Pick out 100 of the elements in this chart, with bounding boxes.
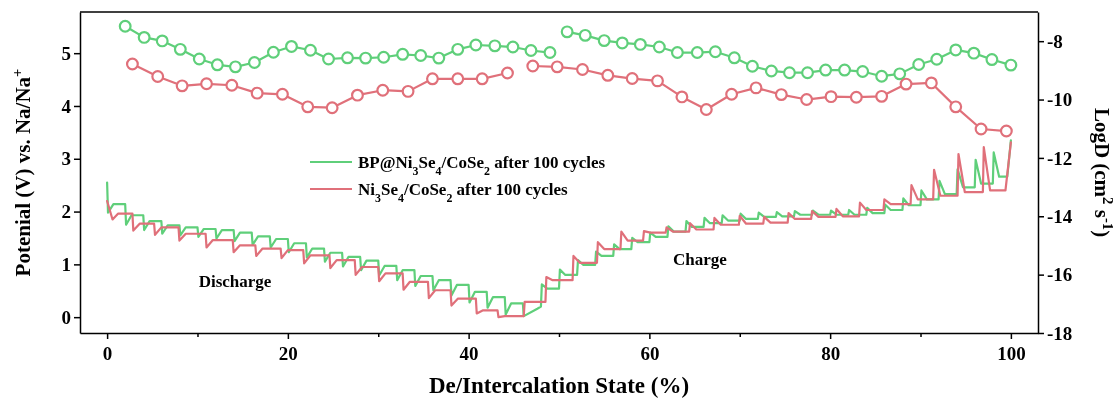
point xyxy=(893,67,907,81)
point xyxy=(229,60,242,74)
point xyxy=(506,40,520,54)
point xyxy=(151,70,165,83)
point xyxy=(949,100,963,114)
point xyxy=(475,72,489,86)
y-tick-label: 1 xyxy=(61,253,71,275)
annotation: Discharge xyxy=(198,272,272,291)
point xyxy=(225,78,239,92)
point xyxy=(727,51,741,65)
point xyxy=(432,51,446,65)
x-tick-label: 0 xyxy=(102,343,113,365)
point xyxy=(949,43,963,57)
point xyxy=(633,37,647,51)
point xyxy=(469,38,483,52)
point xyxy=(155,34,169,48)
y2-tick-label: -16 xyxy=(1047,264,1073,286)
point xyxy=(725,87,739,101)
point xyxy=(118,19,132,33)
point xyxy=(912,58,926,71)
point xyxy=(615,36,629,50)
point xyxy=(351,88,364,102)
x-tick-label: 60 xyxy=(640,343,660,365)
x-tick-label: 80 xyxy=(821,343,841,365)
point xyxy=(708,45,722,59)
point xyxy=(301,100,315,114)
point xyxy=(849,90,863,104)
point xyxy=(801,66,814,80)
point xyxy=(125,57,139,71)
point xyxy=(651,74,664,88)
point xyxy=(819,63,833,77)
point xyxy=(285,39,298,53)
y-tick-label: 0 xyxy=(61,306,71,328)
point xyxy=(838,63,852,77)
point xyxy=(401,84,415,98)
y2-tick-label: -14 xyxy=(1047,205,1073,227)
point xyxy=(304,43,317,57)
y2-tick-label: -8 xyxy=(1047,30,1063,52)
point xyxy=(875,69,889,83)
x-tick-label: 20 xyxy=(278,343,298,365)
point xyxy=(774,88,788,102)
y-tick-label: 4 xyxy=(61,95,72,117)
legend-label: BP@Ni$_{3}$Se$_{4}$/CoSe$_{2}$ after 100 cycles xyxy=(358,153,606,178)
point xyxy=(690,46,704,59)
x-tick-label: 40 xyxy=(459,343,479,365)
point xyxy=(578,28,592,42)
point xyxy=(192,52,206,66)
point xyxy=(974,122,988,136)
point xyxy=(488,39,502,53)
point xyxy=(824,90,838,104)
point xyxy=(576,63,589,76)
y2-tick-label: -18 xyxy=(1047,322,1073,344)
point xyxy=(1004,58,1018,72)
point xyxy=(560,25,574,39)
point xyxy=(451,72,465,86)
point xyxy=(675,90,689,104)
point xyxy=(924,76,938,90)
point xyxy=(764,64,778,78)
point xyxy=(652,40,666,54)
y-tick-label: 3 xyxy=(61,148,71,170)
point xyxy=(526,59,540,73)
point xyxy=(875,89,889,103)
point xyxy=(377,50,391,64)
legend-label: Ni$_{3}$Se$_{4}$/CoSe$_{2}$ after 100 cycles xyxy=(358,180,569,205)
point xyxy=(200,77,213,91)
point xyxy=(275,87,289,101)
point xyxy=(250,86,264,100)
point xyxy=(670,46,684,59)
point xyxy=(745,59,759,73)
y-tick-label: 2 xyxy=(61,201,71,223)
point xyxy=(426,72,439,86)
point xyxy=(543,46,557,59)
point xyxy=(999,124,1013,138)
point xyxy=(414,49,428,62)
point xyxy=(524,44,538,57)
point xyxy=(985,53,999,67)
point xyxy=(247,56,261,69)
point xyxy=(322,52,335,66)
y2-tick-label: -12 xyxy=(1047,147,1073,169)
point xyxy=(749,81,763,95)
point xyxy=(899,77,913,91)
y-tick-label: 5 xyxy=(61,42,71,64)
point xyxy=(930,52,944,66)
point xyxy=(359,51,373,65)
y2-tick-label: -10 xyxy=(1047,89,1073,111)
x-axis-title: De/Intercalation State (%) xyxy=(428,373,690,398)
point xyxy=(800,93,814,106)
point xyxy=(451,42,465,56)
annotation: Charge xyxy=(673,250,728,269)
point xyxy=(137,30,151,44)
point xyxy=(376,83,390,97)
x-tick-label: 100 xyxy=(997,343,1026,365)
point xyxy=(550,60,564,74)
point xyxy=(967,46,981,60)
point xyxy=(625,72,639,85)
point xyxy=(173,42,187,56)
point xyxy=(210,58,224,72)
point xyxy=(341,51,354,65)
point xyxy=(175,79,189,93)
point xyxy=(856,65,870,78)
